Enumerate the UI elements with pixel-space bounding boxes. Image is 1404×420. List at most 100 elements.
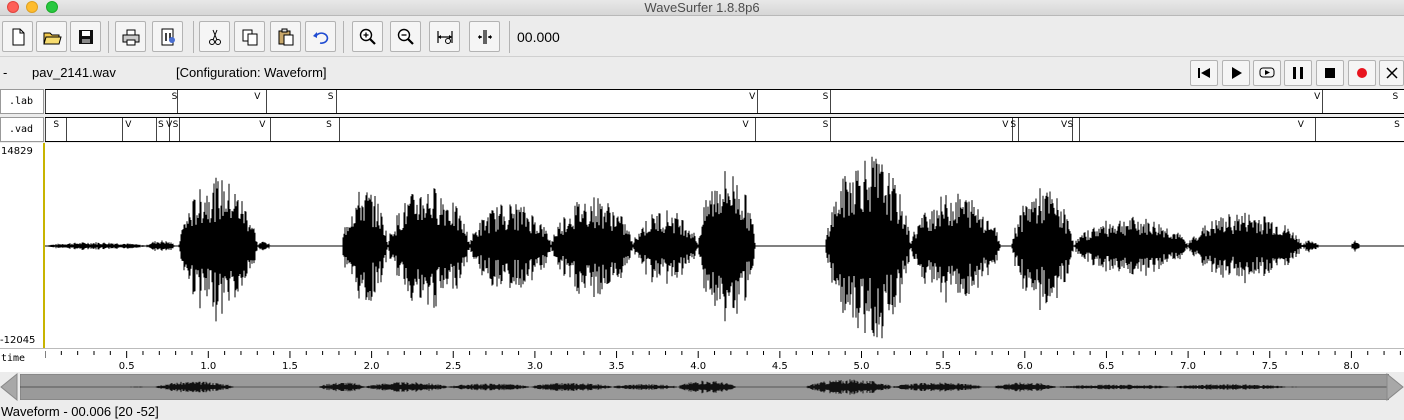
lab-tier: .lab S V S V S V S xyxy=(0,89,1404,114)
tier-label[interactable]: S xyxy=(53,120,60,130)
window-title: WaveSurfer 1.8.8p6 xyxy=(644,0,760,15)
tier-label[interactable]: S xyxy=(1067,120,1074,130)
overview-scrollbar[interactable] xyxy=(0,372,1404,402)
tier-boundary[interactable] xyxy=(829,90,831,113)
tier-boundary[interactable] xyxy=(1018,118,1020,141)
overview-waveform[interactable] xyxy=(20,374,1389,400)
tier-label[interactable]: V xyxy=(259,120,266,130)
ruler-tick-label: 6.0 xyxy=(1017,361,1033,372)
zoom-all-button[interactable] xyxy=(469,21,500,52)
open-file-button[interactable] xyxy=(36,21,67,52)
tier-label[interactable]: S xyxy=(327,92,334,102)
zoom-selection-icon xyxy=(436,30,453,44)
tier-label[interactable]: V xyxy=(1060,120,1068,130)
toolbar-separator xyxy=(343,21,344,53)
ruler-tick-label: 7.5 xyxy=(1262,361,1278,372)
file-menu-dash[interactable]: - xyxy=(3,65,8,80)
tier-boundary[interactable] xyxy=(169,118,171,141)
cut-button[interactable] xyxy=(199,21,230,52)
open-folder-icon xyxy=(42,32,62,44)
pause-button[interactable] xyxy=(1284,60,1312,86)
playback-cursor[interactable] xyxy=(43,143,45,348)
tier-boundary[interactable] xyxy=(156,118,158,141)
go-to-start-button[interactable] xyxy=(1190,60,1218,86)
tier-boundary[interactable] xyxy=(270,118,272,141)
ruler-tick-label: 1.0 xyxy=(200,361,216,372)
close-icon xyxy=(1385,67,1398,79)
scroll-left-icon[interactable] xyxy=(0,373,18,401)
stop-icon xyxy=(1325,68,1335,78)
waveform-plot[interactable] xyxy=(45,143,1404,348)
toolbar-separator xyxy=(193,21,194,53)
tier-boundary[interactable] xyxy=(266,90,268,113)
tier-label[interactable]: V xyxy=(166,120,173,130)
overview-trace xyxy=(20,379,1389,395)
tier-name-lab[interactable]: .lab xyxy=(0,89,44,114)
tier-label[interactable]: V xyxy=(1314,92,1321,102)
tier-label[interactable]: V xyxy=(742,120,749,130)
scissors-icon xyxy=(208,29,221,45)
ruler-tick-label: 5.5 xyxy=(935,361,951,372)
window-maximize-button[interactable] xyxy=(46,1,58,13)
tier-label[interactable]: V xyxy=(1297,120,1304,130)
paste-button[interactable] xyxy=(270,21,301,52)
tier-boundary[interactable] xyxy=(338,118,340,141)
tier-boundary[interactable] xyxy=(1078,118,1080,141)
tier-boundary[interactable] xyxy=(756,90,758,113)
tier-boundary[interactable] xyxy=(1322,90,1323,113)
toolbar: 00.000 xyxy=(0,17,1404,57)
tier-label[interactable]: S xyxy=(1392,92,1399,102)
ruler-tick-label: 3.5 xyxy=(609,361,625,372)
zoom-all-icon xyxy=(477,29,492,44)
tier-label[interactable]: S xyxy=(326,120,332,130)
zoom-in-button[interactable] xyxy=(352,21,383,52)
tier-boundary[interactable] xyxy=(178,118,180,141)
tier-boundary[interactable] xyxy=(45,90,46,113)
window-close-button[interactable] xyxy=(7,1,19,13)
tier-label[interactable]: S xyxy=(171,92,178,102)
tier-boundary[interactable] xyxy=(755,118,757,141)
tier-label[interactable]: S xyxy=(822,120,829,130)
ruler-tick-label: 5.0 xyxy=(854,361,870,372)
record-button[interactable] xyxy=(1348,60,1376,86)
tier-boundary[interactable] xyxy=(66,118,68,141)
tier-boundary[interactable] xyxy=(1072,118,1074,141)
tier-label[interactable]: S xyxy=(1394,120,1400,130)
tier-label[interactable]: V xyxy=(1002,120,1009,130)
tier-boundary[interactable] xyxy=(121,118,123,141)
play-loop-button[interactable] xyxy=(1253,60,1281,86)
tier-boundary[interactable] xyxy=(830,118,832,141)
file-name: pav_2141.wav xyxy=(32,65,116,80)
save-button[interactable] xyxy=(70,21,101,52)
tier-label[interactable]: V xyxy=(254,92,261,102)
print-button[interactable] xyxy=(115,21,146,52)
tier-label[interactable]: S xyxy=(1010,120,1017,130)
close-sound-button[interactable] xyxy=(1379,60,1404,86)
ruler-tick-label: 4.0 xyxy=(690,361,706,372)
tier-label[interactable]: V xyxy=(749,92,756,102)
undo-button[interactable] xyxy=(305,21,336,52)
tier-boundary[interactable] xyxy=(176,90,178,113)
new-file-button[interactable] xyxy=(2,21,33,52)
properties-button[interactable] xyxy=(152,21,183,52)
scroll-right-icon[interactable] xyxy=(1386,373,1404,401)
tier-label[interactable]: S xyxy=(822,92,829,102)
play-button[interactable] xyxy=(1222,60,1250,86)
tier-label[interactable]: V xyxy=(125,120,132,130)
tier-name-vad[interactable]: .vad xyxy=(0,117,44,142)
tier-label[interactable]: S xyxy=(172,120,179,130)
tier-boundary[interactable] xyxy=(336,90,338,113)
zoom-selection-button[interactable] xyxy=(429,21,460,52)
copy-button[interactable] xyxy=(234,21,265,52)
tier-label[interactable]: S xyxy=(157,120,164,130)
zoom-out-button[interactable] xyxy=(390,21,421,52)
stop-button[interactable] xyxy=(1316,60,1344,86)
tier-boundary[interactable] xyxy=(1011,118,1013,141)
tier-boundary[interactable] xyxy=(1315,118,1317,141)
new-file-icon xyxy=(12,28,24,45)
waveform-pane[interactable]: 14829 -12045 xyxy=(0,143,1404,348)
window-minimize-button[interactable] xyxy=(26,1,38,13)
tier-boundary[interactable] xyxy=(45,118,46,141)
